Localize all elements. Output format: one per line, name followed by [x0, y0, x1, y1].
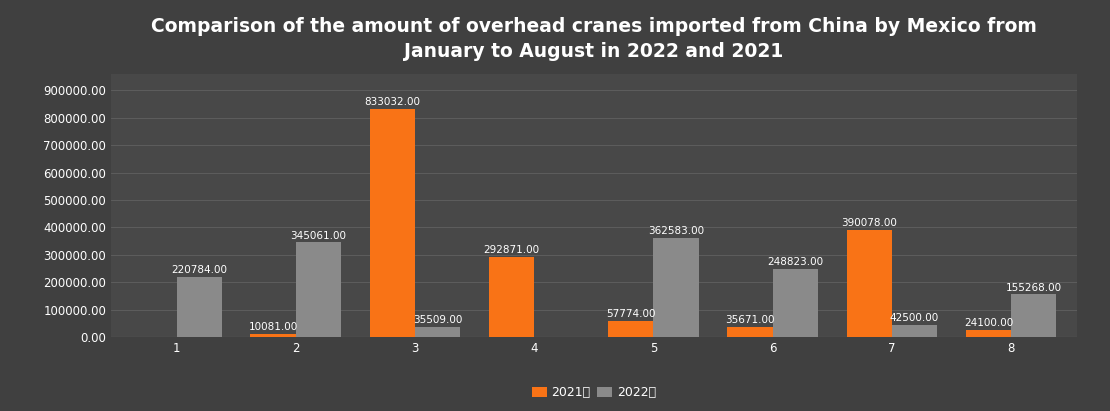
Text: 833032.00: 833032.00	[364, 97, 421, 107]
Text: 35509.00: 35509.00	[413, 315, 463, 326]
Text: 24100.00: 24100.00	[963, 319, 1013, 328]
Text: 292871.00: 292871.00	[484, 245, 539, 255]
Bar	[295, 242, 341, 337]
Text: 220784.00: 220784.00	[171, 265, 228, 275]
Bar	[251, 334, 295, 337]
Bar	[1011, 294, 1057, 337]
Bar	[654, 238, 699, 337]
Bar	[370, 109, 415, 337]
Text: 10081.00: 10081.00	[249, 322, 297, 332]
Bar	[608, 321, 654, 337]
Bar	[892, 326, 937, 337]
Title: Comparison of the amount of overhead cranes imported from China by Mexico from
J: Comparison of the amount of overhead cra…	[151, 17, 1037, 61]
Text: 248823.00: 248823.00	[767, 257, 824, 267]
Text: 390078.00: 390078.00	[841, 218, 897, 228]
Text: 57774.00: 57774.00	[606, 309, 656, 319]
Text: 362583.00: 362583.00	[648, 226, 704, 236]
Bar	[773, 269, 818, 337]
Bar	[488, 257, 534, 337]
Text: 345061.00: 345061.00	[291, 231, 346, 240]
Bar	[966, 330, 1011, 337]
Text: 155268.00: 155268.00	[1006, 282, 1062, 293]
Bar	[727, 327, 773, 337]
Bar	[176, 277, 222, 337]
Legend: 2021年, 2022年: 2021年, 2022年	[526, 381, 662, 404]
Bar	[847, 230, 892, 337]
Text: 42500.00: 42500.00	[890, 314, 939, 323]
Bar	[415, 327, 461, 337]
Text: 35671.00: 35671.00	[725, 315, 775, 326]
